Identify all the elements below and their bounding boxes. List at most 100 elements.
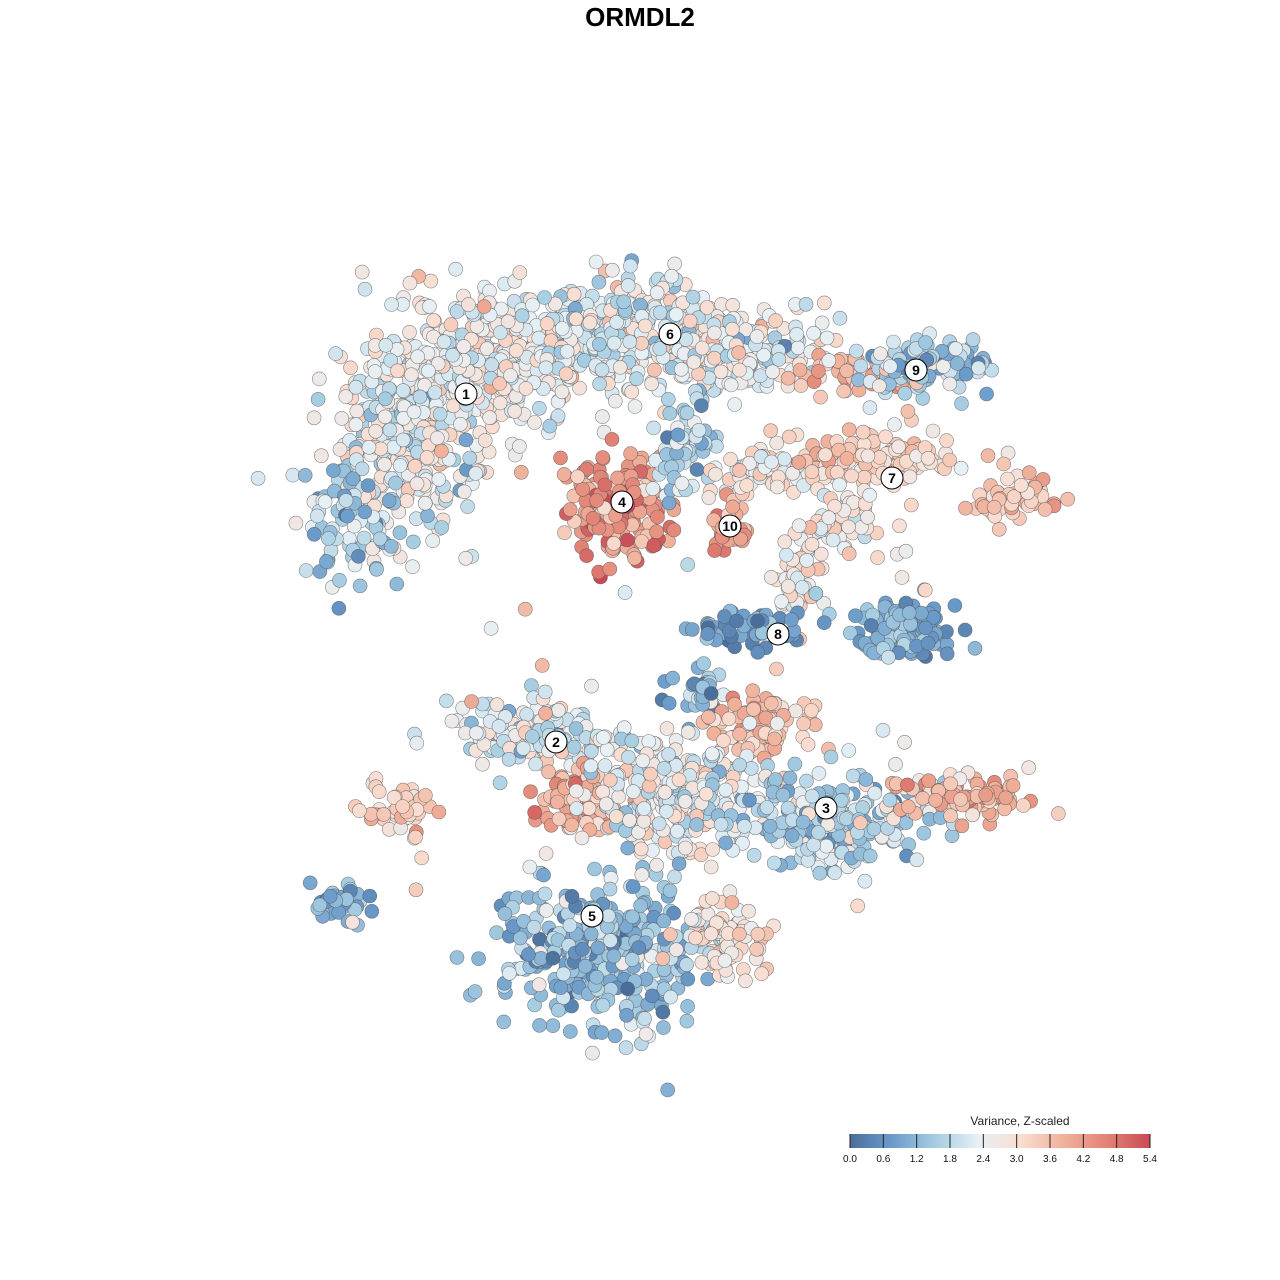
scatter-point	[362, 888, 378, 904]
scatter-point	[762, 818, 778, 834]
scatter-point	[597, 477, 613, 493]
scatter-point	[502, 965, 517, 981]
scatter-point	[371, 784, 387, 800]
scatter-point	[389, 576, 405, 592]
cluster-label-8: 8	[766, 622, 790, 646]
scatter-point	[979, 386, 994, 402]
scatter-point	[656, 913, 672, 929]
scatter-point	[659, 721, 675, 736]
scatter-point	[493, 325, 508, 340]
scatter-point	[619, 1007, 634, 1023]
scatter-point	[575, 481, 591, 497]
scatter-point	[848, 608, 863, 624]
scatter-point	[250, 470, 266, 486]
scatter-point	[694, 955, 710, 970]
scatter-point	[508, 343, 524, 358]
scatter-point	[518, 381, 534, 396]
scatter-point	[635, 753, 651, 769]
scatter-point	[942, 376, 958, 392]
scatter-point	[679, 1013, 695, 1029]
scatter-point	[741, 903, 756, 919]
scatter-point	[900, 404, 916, 419]
scatter-point	[724, 321, 740, 337]
cluster-label-2: 2	[544, 730, 568, 754]
scatter-point	[791, 518, 807, 534]
scatter-point	[388, 475, 403, 491]
scatter-point	[662, 406, 678, 421]
legend-tick-label: 2.4	[976, 1154, 990, 1165]
scatter-point	[382, 422, 398, 438]
cluster-label-text: 4	[618, 494, 626, 510]
scatter-point	[453, 416, 468, 432]
scatter-point	[813, 389, 828, 405]
legend-tick-label: 0.0	[843, 1154, 857, 1165]
cluster-label-text: 3	[822, 800, 830, 816]
scatter-point	[514, 308, 530, 324]
scatter-point	[564, 817, 580, 833]
scatter-point	[620, 749, 636, 765]
scatter-point	[625, 784, 641, 799]
scatter-point	[564, 888, 580, 904]
scatter-point	[497, 906, 513, 922]
scatter-point	[492, 395, 508, 411]
scatter-point	[306, 410, 322, 426]
scatter-point	[592, 376, 607, 392]
scatter-point	[915, 790, 931, 806]
scatter-point	[860, 509, 875, 525]
scatter-point	[693, 398, 709, 414]
scatter-point	[725, 297, 741, 313]
scatter-point	[965, 807, 980, 823]
scatter-point	[881, 649, 896, 665]
scatter-point	[900, 777, 915, 793]
scatter-point	[682, 313, 698, 329]
scatter-point	[468, 466, 484, 481]
scatter-point	[842, 625, 858, 641]
scatter-point	[636, 813, 652, 829]
scatter-point	[522, 859, 538, 875]
scatter-point	[627, 399, 643, 414]
scatter-point	[408, 882, 424, 898]
cluster-label-4: 4	[610, 490, 634, 514]
scatter-point	[742, 715, 758, 731]
scatter-point	[727, 397, 743, 412]
scatter-point	[405, 534, 421, 550]
scatter-point	[311, 371, 327, 387]
scatter-point	[384, 297, 399, 312]
scatter-point	[531, 400, 547, 416]
cluster-label-badge	[580, 904, 604, 928]
scatter-point	[738, 973, 753, 989]
scatter-point	[527, 415, 542, 430]
scatter-point	[860, 448, 876, 464]
scatter-point	[591, 336, 607, 352]
scatter-point	[841, 519, 856, 535]
scatter-point	[477, 433, 493, 448]
scatter-point	[862, 848, 878, 864]
scatter-point	[526, 919, 542, 935]
scatter-point	[903, 497, 919, 513]
scatter-point	[631, 940, 647, 956]
scatter-point	[780, 370, 796, 386]
scatter-point	[777, 534, 793, 550]
scatter-point	[668, 307, 684, 322]
scatter-point	[594, 1025, 610, 1040]
scatter-point	[794, 580, 810, 595]
scatter-point	[383, 538, 399, 554]
scatter-point	[421, 363, 436, 379]
scatter-point	[541, 764, 556, 780]
scatter-point	[703, 926, 719, 942]
scatter-point	[1021, 760, 1036, 776]
scatter-point	[575, 941, 590, 957]
scatter-point	[348, 379, 364, 395]
scatter-point	[637, 318, 653, 334]
scatter-point	[550, 408, 566, 424]
scatter-point	[954, 818, 970, 834]
scatter-point	[986, 499, 1002, 515]
scatter-point	[723, 451, 738, 467]
scatter-point	[646, 420, 661, 436]
scatter-point	[602, 772, 618, 788]
scatter-point	[469, 319, 485, 334]
scatter-point	[745, 683, 761, 699]
scatter-point	[679, 405, 695, 421]
scatter-point	[942, 452, 958, 468]
scatter-point	[378, 337, 394, 353]
